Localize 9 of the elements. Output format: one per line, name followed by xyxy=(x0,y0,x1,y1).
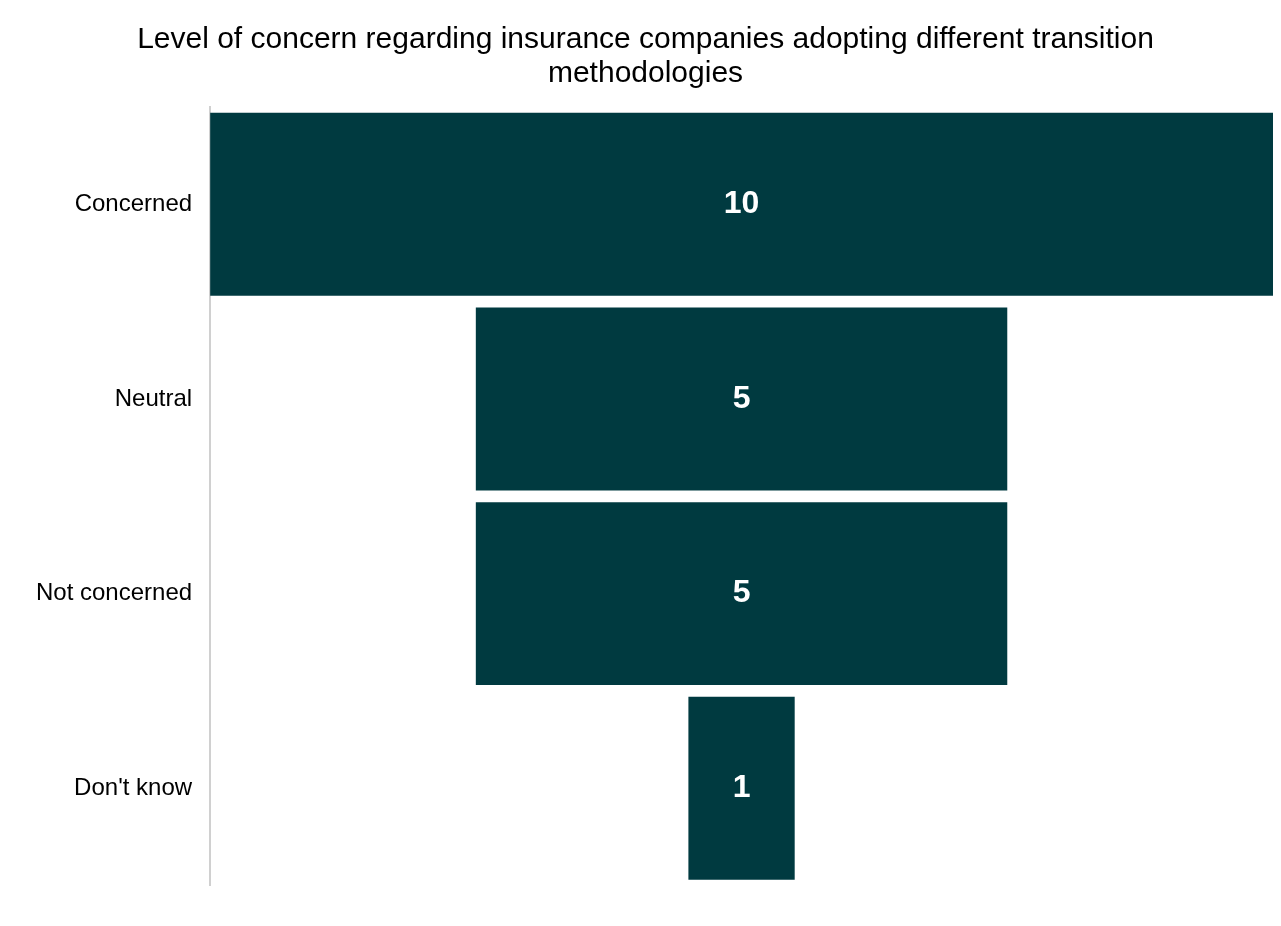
text: Level of concern regarding insurance companies adopting different transition methodologies xyxy=(137,20,1154,89)
category-label: Neutral xyxy=(114,383,193,411)
category-label: Don't know xyxy=(74,772,193,800)
data-label: 10 xyxy=(723,184,760,221)
data-label: 1 xyxy=(732,768,751,805)
category-label: Not concerned xyxy=(36,578,193,606)
category-label: Concerned xyxy=(74,188,193,216)
data-label: 5 xyxy=(732,378,751,415)
data-label: 5 xyxy=(732,573,751,610)
